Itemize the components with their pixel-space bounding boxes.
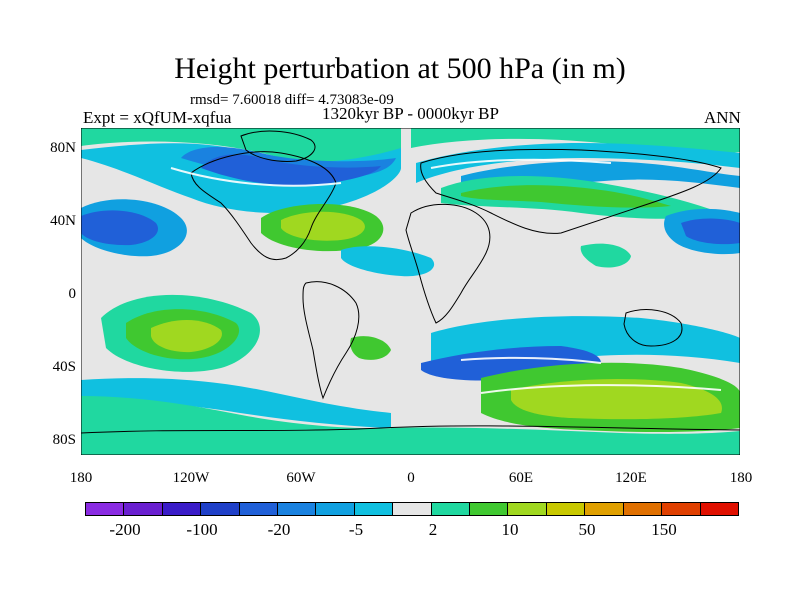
lon-tick-label: 180 <box>69 470 93 486</box>
lon-tick-label: 120W <box>172 470 210 486</box>
colorbar-swatch <box>162 503 202 515</box>
colorbar-label: -100 <box>186 520 218 539</box>
lat-tick-label: 80S <box>52 432 76 448</box>
period-label: 1320kyr BP - 0000kyr BP <box>322 104 499 123</box>
colorbar-label: 10 <box>501 520 519 539</box>
colorbar-swatch <box>585 503 624 515</box>
colorbar-swatch <box>431 503 471 515</box>
lat-tick-label: 0 <box>68 286 77 302</box>
stats-line: rmsd= 7.60018 diff= 4.73083e-09 <box>190 92 394 108</box>
colorbar-swatch <box>546 503 586 515</box>
lat-tick-label: 80N <box>50 140 76 156</box>
colorbar-swatch <box>201 503 240 515</box>
map-panel <box>81 128 740 455</box>
colorbar-label: 150 <box>651 520 677 539</box>
colorbar-label: 2 <box>428 520 438 539</box>
colorbar <box>85 502 739 516</box>
colorbar-swatch <box>278 503 317 515</box>
colorbar-swatch <box>623 503 663 515</box>
plot-title: Height perturbation at 500 hPa (in m) <box>174 52 626 85</box>
lat-tick-label: 40N <box>50 213 76 229</box>
lon-tick-label: 120E <box>615 470 647 486</box>
colorbar-label: -20 <box>267 520 291 539</box>
lat-tick-label: 40S <box>52 359 76 375</box>
colorbar-swatch <box>508 503 547 515</box>
colorbar-label: -5 <box>348 520 364 539</box>
season-label: ANN <box>704 108 741 127</box>
lon-tick-label: 60W <box>286 470 316 486</box>
colorbar-swatch <box>393 503 432 515</box>
colorbar-label: -200 <box>109 520 141 539</box>
contour-boundaries <box>170 158 722 394</box>
colorbar-swatch <box>354 503 394 515</box>
colorbar-swatch <box>470 503 509 515</box>
colorbar-swatch <box>662 503 701 515</box>
colorbar-swatch <box>86 503 125 515</box>
colorbar-swatch <box>239 503 279 515</box>
experiment-label: Expt = xQfUM-xqfua <box>83 108 232 127</box>
contour-fills <box>81 128 740 455</box>
colorbar-swatch <box>316 503 355 515</box>
contour-map <box>81 128 740 455</box>
colorbar-swatch <box>700 503 738 515</box>
coastlines <box>81 130 740 434</box>
lon-tick-label: 0 <box>407 470 415 486</box>
lon-tick-label: 60E <box>508 470 534 486</box>
lon-tick-label: 180 <box>729 470 753 486</box>
colorbar-swatch <box>124 503 163 515</box>
colorbar-label: 50 <box>578 520 596 539</box>
